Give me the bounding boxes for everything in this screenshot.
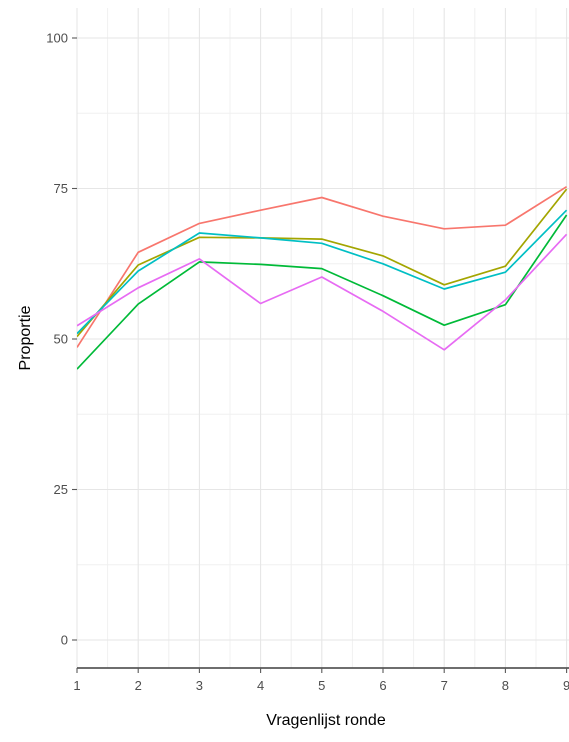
x-tick-label: 9 (563, 678, 569, 693)
y-tick-label: 50 (54, 332, 68, 347)
x-tick-label: 8 (502, 678, 509, 693)
series-line-3 (77, 209, 568, 335)
x-tick-label: 1 (73, 678, 80, 693)
y-tick-label: 100 (46, 31, 68, 46)
y-axis-ticks: 0 25 50 75 100 (46, 31, 77, 648)
x-axis-ticks: 1 2 3 4 5 6 7 8 9 (73, 668, 569, 693)
x-tick-label: 3 (196, 678, 203, 693)
minor-gridlines (77, 8, 569, 668)
series-lines (77, 185, 568, 370)
y-tick-label: 75 (54, 181, 68, 196)
x-tick-label: 2 (135, 678, 142, 693)
series-line-1 (77, 185, 568, 348)
x-tick-label: 6 (379, 678, 386, 693)
major-gridlines (76, 8, 569, 668)
series-line-2 (77, 188, 568, 338)
y-tick-label: 0 (61, 633, 68, 648)
series-line-5 (77, 233, 568, 351)
y-tick-label: 25 (54, 482, 68, 497)
series-line-4 (77, 214, 568, 370)
x-tick-label: 5 (318, 678, 325, 693)
x-tick-label: 7 (441, 678, 448, 693)
y-axis-title: Proportie (17, 305, 34, 370)
x-tick-label: 4 (257, 678, 264, 693)
x-axis-title: Vragenlijst ronde (266, 712, 386, 729)
